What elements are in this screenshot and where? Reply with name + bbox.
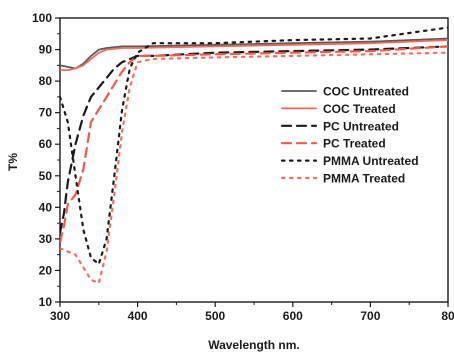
- plot-frame: [59, 17, 449, 303]
- series-line-coc-treated: [60, 39, 448, 71]
- x-tick-label: 400: [128, 309, 148, 323]
- y-tick-label: 40: [39, 200, 53, 214]
- series-line-pmma-untreated: [60, 26, 448, 266]
- y-tick-label: 10: [39, 295, 53, 309]
- series-lines: [60, 26, 448, 285]
- x-axis-title: Wavelength nm.: [208, 338, 300, 352]
- x-tick-label: 80: [441, 309, 454, 323]
- series-line-pmma-treated: [60, 51, 448, 285]
- legend-label-pmma-treated: PMMA Treated: [323, 172, 405, 186]
- x-tick-label: 700: [360, 309, 380, 323]
- x-tick-label: 500: [205, 309, 225, 323]
- y-tick-label: 70: [39, 106, 53, 120]
- legend-label-pc-treated: PC Treated: [323, 137, 386, 151]
- y-tick-label: 60: [39, 137, 53, 151]
- y-tick-label: 20: [39, 263, 53, 277]
- axes: 300 400 500 600 700 80 10 20 30 40 50 60 70 80 90 100: [32, 11, 454, 323]
- legend-label-coc-treated: COC Treated: [323, 102, 396, 116]
- y-tick-label: 80: [39, 74, 53, 88]
- legend-label-coc-untreated: COC Untreated: [323, 85, 409, 99]
- x-tick-label: 600: [283, 309, 303, 323]
- series-line-pc-untreated: [60, 45, 448, 234]
- plot-area: [59, 17, 449, 303]
- legend-label-pmma-untreated: PMMA Untreated: [323, 154, 419, 168]
- y-tick-label: 30: [39, 232, 53, 246]
- y-tick-label: 100: [32, 11, 52, 25]
- x-tick-label: 300: [50, 309, 70, 323]
- y-tick-label: 50: [39, 169, 53, 183]
- legend-label-pc-untreated: PC Untreated: [323, 119, 399, 133]
- y-axis-title: T%: [6, 153, 20, 171]
- series-line-pc-treated: [60, 45, 448, 244]
- legend: COC Untreated COC Treated PC Untreated PC T…: [280, 85, 419, 186]
- y-tick-label: 90: [39, 43, 53, 57]
